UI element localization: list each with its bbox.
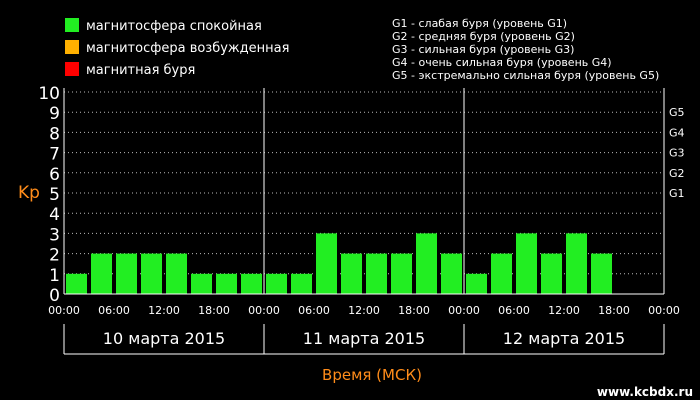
legend-label-quiet: магнитосфера спокойная [86,19,262,34]
x-tick-labels: 00:00 06:00 12:00 18:00 00:00 06:00 12:00 18:00… [48,304,680,317]
x-tick-label: 00:00 [48,304,80,317]
legend: магнитосфера спокойная магнитосфера возб… [65,18,289,78]
y-axis-title: Kp [18,183,40,203]
kp-bar [91,253,112,294]
g-legend-line: G1 - слабая буря (уровень G1) [392,17,567,30]
g-level-label: G3 [669,147,685,160]
g-level-label: G1 [669,187,685,200]
gridlines [64,91,664,275]
y-tick-label: 9 [49,104,60,124]
legend-swatch-active [65,40,79,54]
y-tick-label: 8 [49,124,60,144]
kp-bar [341,253,362,294]
y-tick-label: 7 [49,145,60,165]
g-legend-line: G2 - средняя буря (уровень G2) [392,30,575,43]
kp-bar [66,273,87,294]
y-tick-label: 2 [49,246,60,266]
axes [63,88,665,295]
y-tick-label: 4 [49,205,60,225]
kp-bar [266,273,287,294]
y-tick-label: 6 [49,165,60,185]
g-legend-line: G5 - экстремально сильная буря (уровень … [392,69,659,82]
kp-bar [516,233,537,294]
kp-bar [141,253,162,294]
kp-bar [316,233,337,294]
g-legend-line: G3 - сильная буря (уровень G3) [392,43,574,56]
kp-bar [216,273,237,294]
legend-swatch-quiet [65,18,79,32]
kp-bar [166,253,187,294]
x-tick-label: 12:00 [548,304,580,317]
y-tick-label: 1 [49,266,60,286]
kp-bar [416,233,437,294]
day-labels: 10 марта 2015 11 марта 2015 12 марта 2015 [63,324,665,355]
x-tick-label: 18:00 [198,304,230,317]
x-tick-label: 00:00 [648,304,680,317]
x-tick-label: 06:00 [498,304,530,317]
kp-bar [116,253,137,294]
x-tick-label: 12:00 [348,304,380,317]
kp-bar [541,253,562,294]
g-level-legend: G1 - слабая буря (уровень G1) G2 - средн… [392,17,659,82]
y-tick-label: 3 [49,225,60,245]
x-tick-label: 00:00 [448,304,480,317]
kp-bar [491,253,512,294]
y-tick-label: 5 [49,185,60,205]
x-tick-label: 18:00 [398,304,430,317]
x-tick-label: 12:00 [148,304,180,317]
g-legend-line: G4 - очень сильная буря (уровень G4) [392,56,612,69]
x-tick-label: 00:00 [248,304,280,317]
kp-bar [191,273,212,294]
legend-label-active: магнитосфера возбужденная [86,41,289,56]
watermark: www.kcbdx.ru [597,385,693,399]
day-label: 11 марта 2015 [303,329,425,348]
x-tick-label: 06:00 [298,304,330,317]
g-level-label: G5 [669,106,685,119]
g-level-label: G4 [669,126,685,139]
kp-bar [466,273,487,294]
kp-bar [566,233,587,294]
legend-label-storm: магнитная буря [86,63,195,78]
day-label: 10 марта 2015 [103,329,225,348]
g-tick-labels: G1 G2 G3 G4 G5 [669,106,685,200]
y-tick-label: 0 [49,286,60,306]
kp-bar [291,273,312,294]
kp-bar [391,253,412,294]
legend-swatch-storm [65,62,79,76]
y-tick-label: 10 [38,84,60,104]
x-axis-title: Время (МСК) [322,366,422,384]
bars [66,233,612,294]
g-level-label: G2 [669,167,685,180]
kp-bar [241,273,262,294]
kp-bar [441,253,462,294]
kp-bar [591,253,612,294]
x-tick-label: 18:00 [598,304,630,317]
kp-bar [366,253,387,294]
day-label: 12 марта 2015 [503,329,625,348]
x-tick-label: 06:00 [98,304,130,317]
